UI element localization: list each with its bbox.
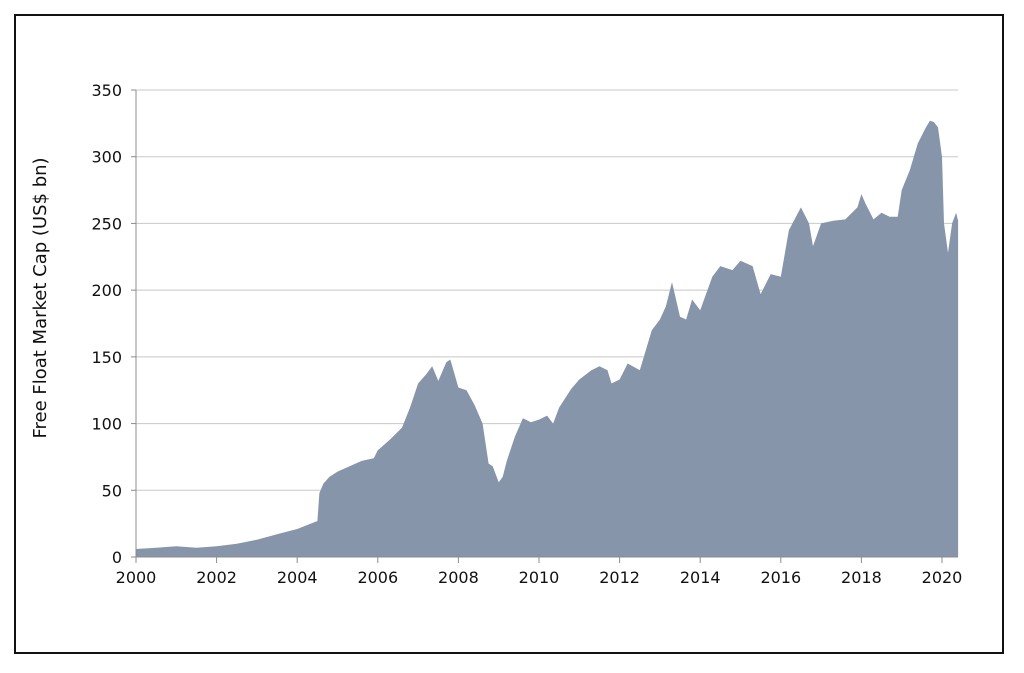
x-tick-label: 2002 — [196, 568, 237, 587]
y-axis-title: Free Float Market Cap (US$ bn) — [30, 157, 51, 438]
gridlines — [136, 89, 958, 491]
y-tick-label: 150 — [91, 348, 122, 367]
y-tick-label: 50 — [102, 481, 122, 500]
y-tick-label: 100 — [91, 415, 122, 434]
y-tick-label: 300 — [91, 148, 122, 167]
x-tick-label: 2004 — [277, 568, 318, 587]
y-tick-labels: 0 50 100 150 200 250 300 350 — [91, 81, 122, 567]
y-tick-label: 200 — [91, 281, 122, 300]
x-tick-label: 2018 — [841, 568, 882, 587]
area-series-0 — [136, 120, 959, 557]
x-tick-label: 2010 — [519, 568, 560, 587]
x-tick-labels: 2000 2002 2004 2006 2008 2010 2012 2014 2016 2018… — [116, 568, 963, 587]
y-tick-label: 250 — [91, 214, 122, 233]
x-tick-label: 2000 — [116, 568, 157, 587]
y-tick-label: 350 — [91, 81, 122, 100]
x-tick-label: 2020 — [922, 568, 963, 587]
y-tick-label: 0 — [112, 548, 122, 567]
x-tick-label: 2012 — [599, 568, 640, 587]
x-tick-label: 2014 — [680, 568, 721, 587]
x-tick-label: 2008 — [438, 568, 479, 587]
x-tick-label: 2016 — [760, 568, 801, 587]
area-series — [136, 120, 959, 557]
chart-frame: 0 50 100 150 200 250 300 350 2000 2002 2004 2006 20… — [14, 14, 1004, 654]
x-tick-label: 2006 — [357, 568, 398, 587]
axes — [131, 89, 958, 563]
